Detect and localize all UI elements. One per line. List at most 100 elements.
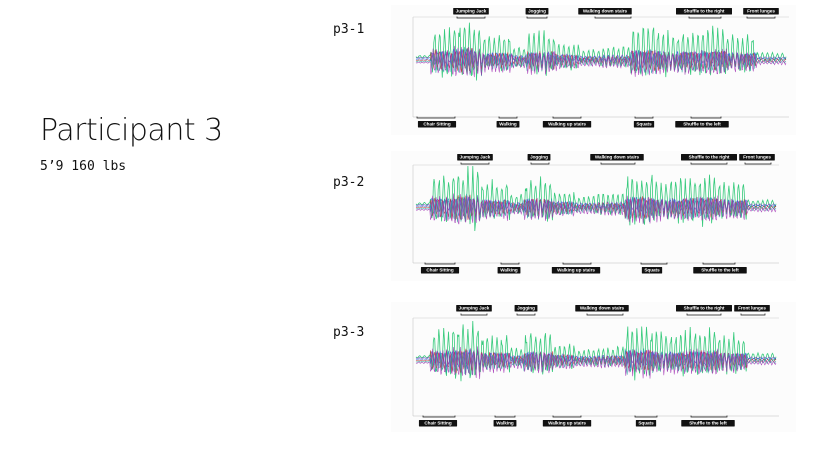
activity-bracket <box>552 116 582 119</box>
activity-label-bg <box>635 420 657 427</box>
activity-bracket <box>634 116 654 119</box>
chart-panel-p3-3: Jumping Jack Jogging Walking down stairs Sh… <box>391 302 796 432</box>
chart-panel-p3-2: Jumping Jack Jogging Walking down stairs Sh… <box>391 151 796 281</box>
activity-label-text: Chair Sitting <box>424 421 452 426</box>
activity-bracket <box>740 313 766 316</box>
run-label-p3-2: p3-2 <box>333 175 365 190</box>
participant-stats: 5’9 160 lbs <box>40 159 127 174</box>
sensor-series-line <box>415 45 787 78</box>
activity-bracket <box>600 162 636 165</box>
activity-bracket <box>690 415 728 418</box>
activity-bracket <box>744 162 772 165</box>
activity-label-bg <box>743 8 779 15</box>
activity-label: Walking up stairs <box>542 116 592 128</box>
activity-label-bg <box>633 121 655 128</box>
activity-bracket <box>498 116 518 119</box>
activity-label: Jumping Jack <box>457 154 493 165</box>
activity-bracket <box>594 16 632 19</box>
activity-bracket <box>500 262 520 265</box>
activity-label: Front lunges <box>739 154 775 165</box>
activity-bracket <box>516 313 536 316</box>
activity-label: Walking up stairs <box>542 415 592 427</box>
activity-bracket <box>702 262 736 265</box>
activity-label-bg <box>418 420 458 427</box>
activity-label-bg <box>514 305 538 312</box>
activity-label-bg <box>453 8 489 15</box>
activity-label-text: Shuffle to the left <box>689 421 727 426</box>
activity-bracket <box>424 262 456 265</box>
activity-bracket <box>686 313 722 316</box>
activity-label-bg <box>676 8 732 15</box>
activity-label-bg <box>527 154 551 161</box>
page-title: Participant 3 <box>40 113 223 148</box>
activity-bracket <box>494 415 516 418</box>
activity-label: Walking <box>493 415 517 427</box>
activity-label-bg <box>676 305 732 312</box>
activity-label: Chair Sitting <box>416 116 457 128</box>
activity-label: Shuffle to the left <box>681 415 735 427</box>
activity-label-bg <box>578 8 632 15</box>
activity-label: Shuffle to the right <box>676 305 732 316</box>
activity-label-bg <box>496 121 520 128</box>
activity-bracket <box>530 162 550 165</box>
activity-label: Jogging <box>527 154 551 165</box>
activity-label: Walking down stairs <box>575 305 629 316</box>
sensor-chart-p3-2: Jumping Jack Jogging Walking down stairs Sh… <box>412 154 779 274</box>
run-label-p3-3: p3-3 <box>333 325 365 340</box>
activity-label-bg <box>681 154 737 161</box>
activity-label-text: Chair Sitting <box>426 268 454 273</box>
sensor-chart-p3-1: Jumping Jack Jogging Walking down stairs Sh… <box>412 8 789 128</box>
activity-label-bg <box>525 8 549 15</box>
activity-label-text: Walking down stairs <box>583 9 628 14</box>
activity-bracket <box>422 415 456 418</box>
activity-label: Jogging <box>514 305 538 316</box>
activity-label-bg <box>497 267 521 274</box>
activity-label-text: Front lunges <box>738 306 766 311</box>
activity-bracket <box>552 415 582 418</box>
activity-label: Walking <box>497 262 521 274</box>
activity-label-text: Jogging <box>528 9 546 14</box>
activity-bracket <box>634 415 658 418</box>
activity-label-text: Jumping Jack <box>460 155 491 160</box>
activity-label-text: Walking down stairs <box>580 306 625 311</box>
activity-label-text: Jogging <box>517 306 535 311</box>
activity-label-bg <box>675 121 729 128</box>
activity-bracket <box>586 313 624 316</box>
activity-bracket <box>640 262 668 265</box>
activity-label-text: Walking down stairs <box>595 155 640 160</box>
activity-label: Walking <box>496 116 520 128</box>
activity-label: Walking up stairs <box>551 262 601 274</box>
activity-label-bg <box>575 305 629 312</box>
activity-label: Jogging <box>525 8 549 19</box>
activity-label-bg <box>681 420 735 427</box>
activity-label: Walking down stairs <box>578 8 632 19</box>
activity-label: Shuffle to the left <box>693 262 747 274</box>
activity-label-bg <box>417 121 457 128</box>
activity-label-bg <box>551 267 601 274</box>
activity-label-text: Jumping Jack <box>459 306 490 311</box>
sensor-series-line <box>415 193 777 225</box>
activity-label-bg <box>739 154 775 161</box>
activity-bracket <box>460 162 490 165</box>
activity-label-text: Squats <box>636 122 652 127</box>
activity-label-bg <box>420 267 460 274</box>
activity-bracket <box>416 116 456 119</box>
activity-label-text: Shuffle to the left <box>701 268 739 273</box>
activity-label: Chair Sitting <box>418 415 458 427</box>
activity-label-bg <box>693 267 747 274</box>
sensor-series-line <box>415 346 777 380</box>
activity-label-text: Walking up stairs <box>548 421 586 426</box>
activity-label: Jumping Jack <box>453 8 489 19</box>
activity-label-text: Front lunges <box>743 155 771 160</box>
activity-label-text: Squats <box>644 268 660 273</box>
activity-label-text: Shuffle to the right <box>689 155 730 160</box>
activity-label-bg <box>542 121 592 128</box>
activity-bracket <box>456 16 486 19</box>
activity-label: Squats <box>633 116 655 128</box>
activity-label-bg <box>493 420 517 427</box>
activity-bracket <box>460 313 488 316</box>
activity-label-text: Front lunges <box>747 9 775 14</box>
sensor-chart-p3-3: Jumping Jack Jogging Walking down stairs Sh… <box>412 305 779 427</box>
activity-label-text: Chair Sitting <box>423 122 451 127</box>
activity-bracket <box>688 16 722 19</box>
